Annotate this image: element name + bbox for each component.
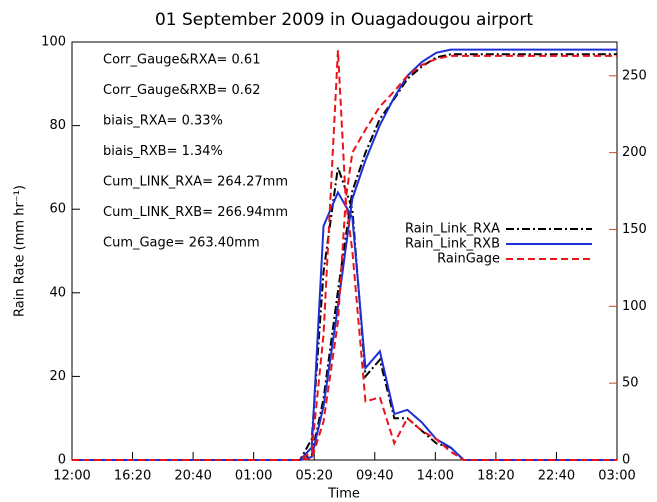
y-tick-label: 100: [41, 35, 66, 50]
x-tick-label: 18:20: [477, 469, 514, 484]
y-axis-label: Rain Rate (mm hr⁻¹): [13, 185, 28, 317]
legend-label: RainGage: [437, 252, 500, 267]
rain-rate-line: [72, 190, 617, 461]
x-axis-label: Time: [327, 487, 360, 502]
y2-tick-label: 200: [622, 145, 647, 160]
y2-tick-label: 100: [622, 299, 647, 314]
annotation: biais_RXB= 1.34%: [103, 144, 223, 159]
chart-title: 01 September 2009 in Ouagadougou airport: [155, 10, 533, 30]
y-tick-label: 80: [49, 118, 66, 133]
x-tick-label: 12:00: [53, 469, 90, 484]
legend-label: Rain_Link_RXB: [405, 237, 500, 252]
annotation: Corr_Gauge&RXB= 0.62: [103, 83, 261, 98]
annotation: Corr_Gauge&RXA= 0.61: [103, 53, 260, 68]
annotation: Cum_Gage= 263.40mm: [103, 236, 260, 251]
y-tick-label: 20: [49, 369, 66, 384]
x-tick-label: 20:40: [174, 469, 211, 484]
legend-label: Rain_Link_RXA: [405, 222, 500, 237]
x-tick-label: 03:00: [598, 469, 635, 484]
annotation: Cum_LINK_RXB= 266.94mm: [103, 205, 288, 220]
y-tick-label: 0: [58, 453, 66, 468]
y-tick-label: 60: [49, 202, 66, 217]
x-tick-label: 22:40: [538, 469, 575, 484]
y-tick-label: 40: [49, 285, 66, 300]
cumulative-line: [72, 48, 617, 461]
rain-rate-line: [72, 50, 617, 461]
y2-tick-label: 150: [622, 222, 647, 237]
annotation: biais_RXA= 0.33%: [103, 114, 223, 129]
x-tick-label: 14:00: [417, 469, 454, 484]
y2-tick-label: 50: [622, 376, 639, 391]
cumulative-line: [72, 54, 617, 461]
x-tick-label: 09:40: [356, 469, 393, 484]
y2-tick-label: 0: [622, 453, 630, 468]
x-tick-label: 05:20: [295, 469, 332, 484]
x-tick-label: 16:20: [114, 469, 151, 484]
plot-frame: [71, 41, 618, 461]
y2-tick-label: 250: [622, 68, 647, 83]
annotation: Cum_LINK_RXA= 264.27mm: [103, 175, 288, 190]
x-tick-label: 01:00: [235, 469, 272, 484]
